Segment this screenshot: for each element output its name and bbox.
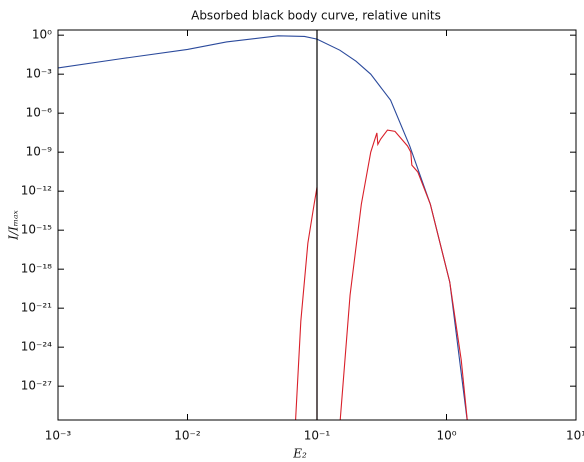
y-tick-label: 10⁰	[32, 28, 52, 42]
y-tick-label: 10⁻²¹	[21, 301, 52, 315]
y-axis-label: I/Iₘₐₓ	[7, 209, 21, 240]
y-tick-label: 10⁻¹⁸	[21, 262, 52, 276]
plot-frame	[57, 29, 577, 421]
y-tick-label: 10⁻³	[26, 67, 53, 81]
y-tick-label: 10⁻⁶	[26, 106, 53, 120]
x-tick-label: 10⁻³	[45, 429, 72, 443]
x-axis-label: E₂	[292, 447, 307, 461]
y-tick-label: 10⁻¹²	[21, 184, 52, 198]
data-line	[58, 35, 468, 420]
y-tick-label: 10⁻⁹	[26, 145, 53, 159]
x-tick-label: 10¹	[566, 429, 584, 443]
plot-area	[58, 30, 468, 420]
y-tick-label: 10⁻¹⁵	[21, 223, 52, 237]
x-tick-label: 10⁰	[436, 429, 456, 443]
x-tick-label: 10⁻²	[174, 429, 201, 443]
y-tick-label: 10⁻²⁷	[21, 379, 52, 393]
x-tick-label: 10⁻¹	[304, 429, 331, 443]
y-tick-label: 10⁻²⁴	[21, 340, 52, 354]
chart-title: Absorbed black body curve, relative unit…	[191, 9, 441, 23]
